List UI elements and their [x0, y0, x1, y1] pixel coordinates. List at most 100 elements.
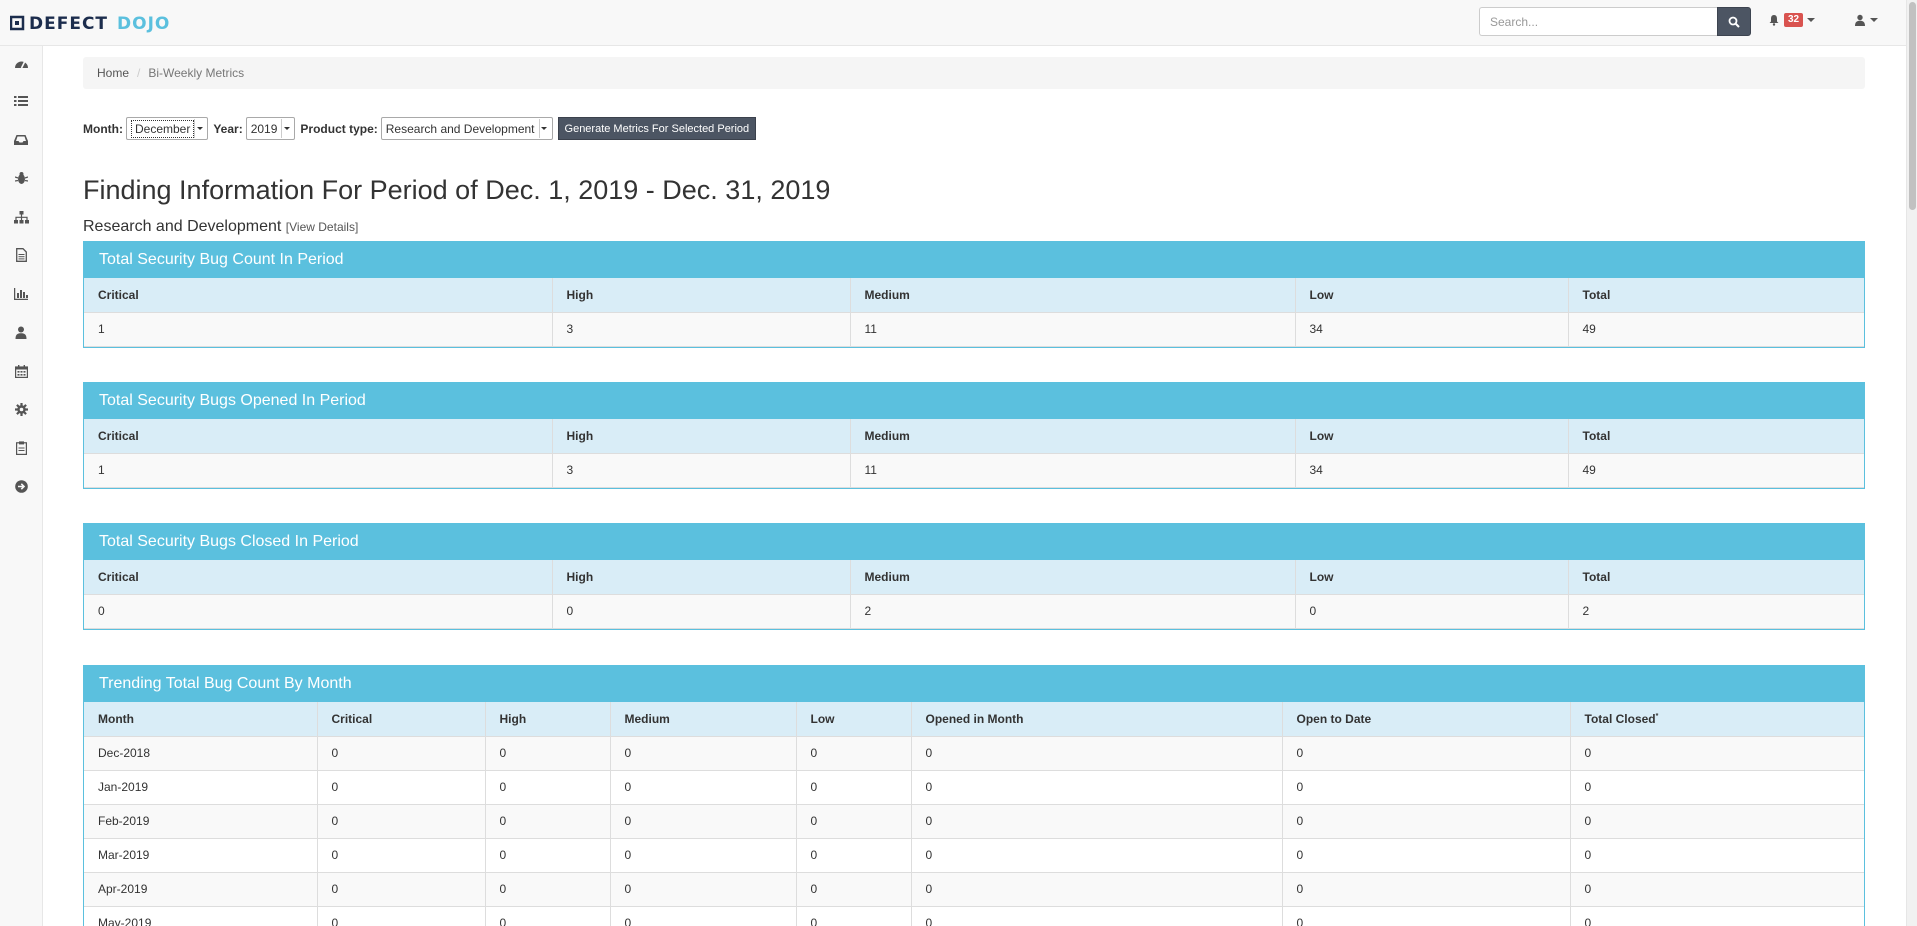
- panel-title: Trending Total Bug Count By Month: [84, 665, 1864, 702]
- bug-icon: [14, 172, 28, 184]
- column-header: Low: [795, 702, 911, 737]
- bug-count-panel: Total Security Bug Count In Period Criti…: [83, 241, 1865, 348]
- chevron-down-icon: [1870, 18, 1878, 22]
- low-cell: 0: [795, 838, 911, 873]
- file-icon: [15, 248, 27, 262]
- arrow-circle-right-icon: [14, 479, 28, 493]
- column-header: Critical: [316, 702, 485, 737]
- high-cell: 0: [484, 872, 610, 907]
- year-label: Year:: [213, 121, 243, 136]
- search-input[interactable]: [1479, 7, 1717, 36]
- critical-count: 0: [84, 594, 552, 629]
- footnote-marker: *: [1655, 712, 1659, 720]
- low-cell: 0: [795, 770, 911, 805]
- table-row: Feb-2019 0 0 0 0 0 0 0: [84, 804, 1864, 839]
- critical-cell: 0: [316, 906, 485, 926]
- year-select[interactable]: 2019: [245, 117, 296, 140]
- high-count: 0: [551, 594, 850, 629]
- panel-title: Total Security Bugs Closed In Period: [84, 523, 1864, 560]
- low-cell: 0: [795, 804, 911, 839]
- sidebar-item-expand[interactable]: [10, 475, 32, 497]
- medium-count: 11: [849, 312, 1295, 347]
- top-navbar: DEFECT DOJO 32: [0, 0, 1906, 46]
- view-details-link[interactable]: View Details: [289, 220, 355, 234]
- open-to-date-cell: 0: [1281, 804, 1570, 839]
- dashboard-icon: [14, 61, 28, 68]
- opened-in-month-cell: 0: [910, 838, 1282, 873]
- sidebar-item-configuration[interactable]: [10, 398, 32, 420]
- page-scrollbar[interactable]: [1906, 0, 1917, 926]
- sidebar-item-engagements[interactable]: [10, 129, 32, 151]
- page-title: Finding Information For Period of Dec. 1…: [83, 175, 831, 205]
- metrics-filter-form: Month: December Year: 2019 Product type:…: [83, 117, 757, 140]
- month-cell: Dec-2018: [84, 736, 317, 771]
- sidebar-item-findings[interactable]: [10, 167, 32, 189]
- chevron-down-icon: [281, 119, 291, 138]
- table-row: May-2019 0 0 0 0 0 0 0: [84, 906, 1864, 926]
- sidebar-item-reports[interactable]: [10, 244, 32, 266]
- product-type-name: Research and Development: [83, 218, 282, 235]
- calendar-icon: [14, 364, 28, 378]
- sidebar-item-calendar[interactable]: [10, 360, 32, 382]
- clipboard-icon: [15, 441, 27, 455]
- high-cell: 0: [484, 838, 610, 873]
- month-cell: Jan-2019: [84, 770, 317, 805]
- sidebar-item-components[interactable]: [10, 206, 32, 228]
- high-cell: 0: [484, 804, 610, 839]
- defectdojo-logo[interactable]: DEFECT DOJO: [10, 13, 206, 33]
- chevron-down-icon: [1807, 18, 1816, 22]
- scrollbar-thumb[interactable]: [1909, 2, 1916, 210]
- medium-cell: 0: [609, 804, 796, 839]
- medium-cell: 0: [609, 736, 796, 771]
- critical-cell: 0: [316, 838, 485, 873]
- sidebar-item-benchmarks[interactable]: [10, 437, 32, 459]
- column-header: Low: [1294, 560, 1568, 595]
- user-menu[interactable]: [1854, 14, 1878, 26]
- generate-metrics-button[interactable]: Generate Metrics For Selected Period: [557, 117, 757, 140]
- month-cell: Apr-2019: [84, 872, 317, 907]
- total-closed-cell: 0: [1569, 770, 1864, 805]
- month-select[interactable]: December: [125, 117, 209, 140]
- trending-table: Month Critical High Medium Low Opened in…: [84, 702, 1864, 926]
- high-cell: 0: [484, 770, 610, 805]
- column-header: Critical: [84, 560, 552, 595]
- open-to-date-cell: 0: [1281, 770, 1570, 805]
- notifications-menu[interactable]: 32: [1768, 13, 1816, 27]
- month-cell: Feb-2019: [84, 804, 317, 839]
- panel-title: Total Security Bug Count In Period: [84, 241, 1864, 278]
- product-type-select[interactable]: Research and Development: [380, 117, 553, 140]
- table-row: 1 3 11 34 49: [84, 453, 1864, 488]
- column-header: Medium: [609, 702, 796, 737]
- bugs-opened-panel: Total Security Bugs Opened In Period Cri…: [83, 382, 1865, 489]
- sidebar: [0, 46, 43, 926]
- search-icon: [1728, 16, 1740, 28]
- sidebar-item-products[interactable]: [10, 90, 32, 112]
- sidebar-item-dashboard[interactable]: [10, 52, 32, 74]
- low-count: 34: [1294, 453, 1568, 488]
- low-cell: 0: [795, 872, 911, 907]
- list-icon: [14, 96, 28, 106]
- open-to-date-cell: 0: [1281, 872, 1570, 907]
- product-type-label: Product type:: [300, 121, 378, 136]
- column-header: High: [484, 702, 610, 737]
- table-row: Dec-2018 0 0 0 0 0 0 0: [84, 736, 1864, 771]
- medium-cell: 0: [609, 838, 796, 873]
- breadcrumb-home-link[interactable]: Home: [97, 66, 130, 80]
- bell-icon: [1769, 15, 1779, 26]
- inbox-icon: [14, 135, 28, 145]
- high-count: 3: [551, 453, 850, 488]
- bugs-closed-table: Critical High Medium Low Total 0 0 2 0 2: [84, 560, 1864, 629]
- sidebar-item-metrics[interactable]: [10, 283, 32, 305]
- opened-in-month-cell: 0: [910, 770, 1282, 805]
- low-cell: 0: [795, 906, 911, 926]
- critical-cell: 0: [316, 770, 485, 805]
- low-cell: 0: [795, 736, 911, 771]
- column-header: High: [551, 278, 850, 313]
- opened-in-month-cell: 0: [910, 906, 1282, 926]
- chevron-down-icon: [194, 119, 204, 138]
- total-count: 2: [1567, 594, 1864, 629]
- sidebar-item-users[interactable]: [10, 321, 32, 343]
- month-cell: Mar-2019: [84, 838, 317, 873]
- search-button[interactable]: [1717, 7, 1751, 36]
- high-cell: 0: [484, 906, 610, 926]
